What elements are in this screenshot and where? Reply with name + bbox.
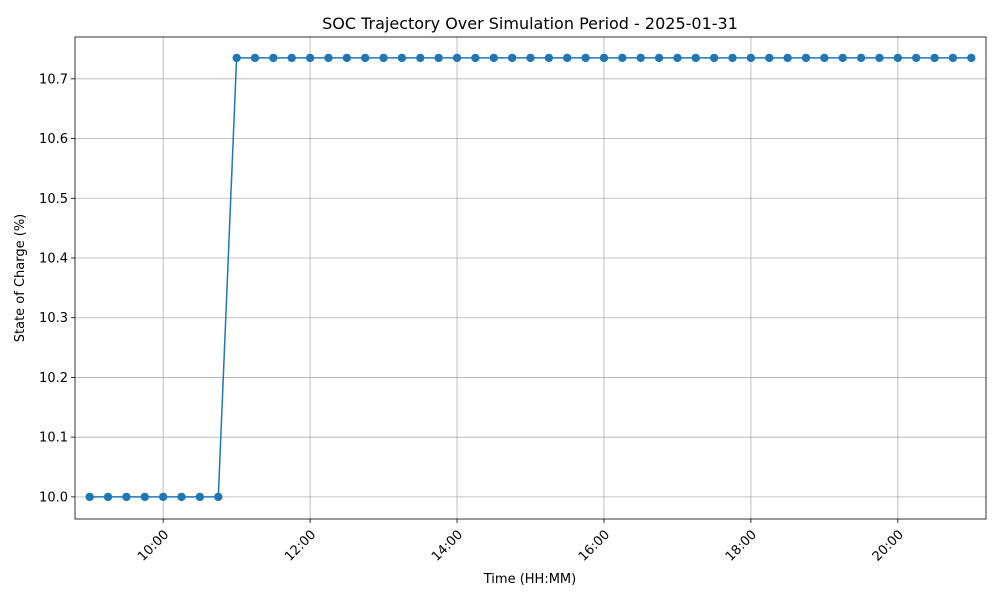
y-tick-label: 10.2 xyxy=(39,371,68,386)
data-point xyxy=(158,492,168,502)
data-point xyxy=(691,53,701,63)
data-point xyxy=(287,53,296,63)
data-point xyxy=(728,53,737,63)
data-point xyxy=(305,53,315,63)
data-point xyxy=(324,53,333,63)
x-tick-label: 14:00 xyxy=(429,527,466,564)
x-tick-label: 10:00 xyxy=(135,527,172,564)
data-point xyxy=(856,53,866,63)
data-point xyxy=(746,53,756,63)
data-point xyxy=(636,53,645,63)
y-tick-label: 10.7 xyxy=(39,72,68,87)
data-point xyxy=(875,53,884,63)
data-point xyxy=(544,53,554,63)
data-point xyxy=(195,492,205,502)
data-point xyxy=(397,53,407,63)
plot-frame xyxy=(74,36,987,520)
data-point xyxy=(765,53,774,63)
data-point xyxy=(599,53,609,63)
data-point xyxy=(360,53,370,63)
grid xyxy=(75,37,986,519)
y-tick-label: 10.6 xyxy=(39,132,68,147)
data-point xyxy=(489,53,498,63)
data-point xyxy=(416,53,425,63)
y-tick-label: 10.4 xyxy=(39,251,68,266)
data-point xyxy=(214,492,223,502)
data-point xyxy=(379,53,388,63)
x-axis-label: Time (HH:MM) xyxy=(483,572,576,587)
data-point xyxy=(140,492,149,502)
data-point xyxy=(581,53,590,63)
series-soc xyxy=(85,53,976,502)
data-point xyxy=(563,53,572,63)
data-point xyxy=(838,53,847,63)
data-point xyxy=(232,53,241,63)
data-point xyxy=(103,492,113,502)
data-point xyxy=(122,492,131,502)
data-point xyxy=(709,53,719,63)
x-axis: 10:00 12:00 14:00 16:00 18:00 20:00 xyxy=(135,519,907,565)
data-point xyxy=(673,53,682,63)
y-axis: 10.0 10.1 10.2 10.3 10.4 10.5 10.6 10.7 xyxy=(39,72,75,505)
data-point xyxy=(177,492,186,502)
data-point xyxy=(912,53,921,63)
data-point xyxy=(342,53,352,63)
y-axis-label: State of Charge (%) xyxy=(13,214,28,342)
data-point xyxy=(820,53,829,63)
data-point xyxy=(526,53,535,63)
data-point xyxy=(250,53,260,63)
data-point xyxy=(801,53,811,63)
x-tick-label: 18:00 xyxy=(723,527,760,564)
y-tick-label: 10.1 xyxy=(39,431,68,446)
data-point xyxy=(434,53,443,63)
data-point xyxy=(507,53,517,63)
data-point xyxy=(654,53,664,63)
data-point xyxy=(471,53,480,63)
data-point xyxy=(948,53,958,63)
data-point xyxy=(930,53,939,63)
x-tick-label: 12:00 xyxy=(282,527,319,564)
x-tick-label: 16:00 xyxy=(576,527,613,564)
data-point xyxy=(783,53,792,63)
y-tick-label: 10.5 xyxy=(39,192,68,207)
data-point xyxy=(967,53,976,63)
data-point xyxy=(452,53,462,63)
y-tick-label: 10.3 xyxy=(39,311,68,326)
data-point xyxy=(269,53,278,63)
data-point xyxy=(618,53,627,63)
series-line xyxy=(89,57,972,498)
y-tick-label: 10.0 xyxy=(39,490,68,505)
data-point xyxy=(893,53,903,63)
x-tick-label: 20:00 xyxy=(870,527,907,564)
data-point xyxy=(85,492,94,502)
chart-title: SOC Trajectory Over Simulation Period - … xyxy=(322,14,738,33)
